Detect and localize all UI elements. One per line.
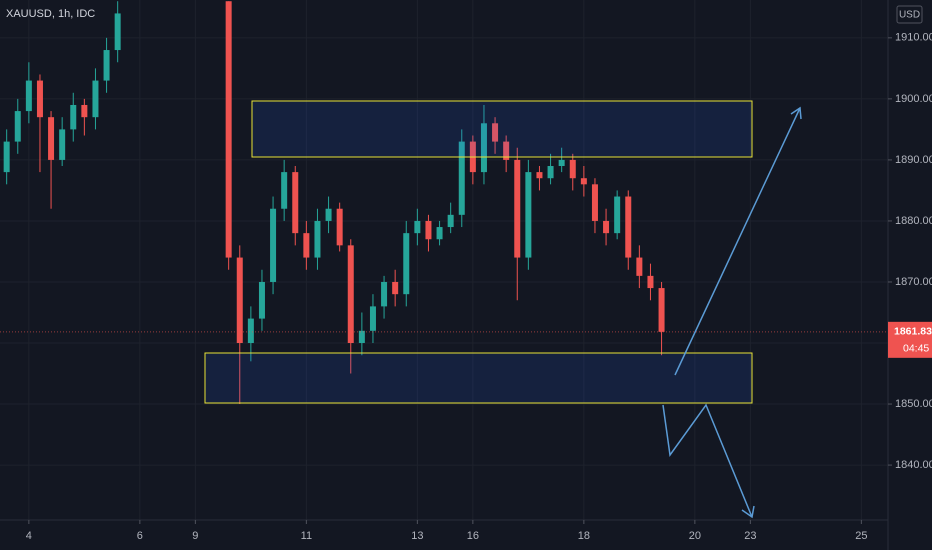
candle-body (414, 220, 421, 234)
candle-body (225, 1, 232, 258)
candle-body (281, 172, 288, 209)
candle-body (569, 159, 576, 179)
up-arrow (674, 107, 801, 376)
candle-body (625, 196, 632, 258)
candle-body (70, 104, 77, 130)
down-arrow (662, 403, 753, 518)
candle-body (59, 129, 66, 160)
candle-body (480, 123, 487, 173)
currency-box[interactable] (896, 5, 923, 24)
candle-body (580, 178, 587, 185)
candle-body (14, 111, 21, 142)
x-tick-label: 25 (855, 530, 867, 542)
candles (3, 1, 665, 405)
drawings (204, 100, 802, 519)
candle-body (647, 275, 654, 289)
candle-body (614, 196, 621, 234)
candle-body (658, 288, 665, 332)
candle-body (258, 281, 265, 319)
candle-body (492, 123, 499, 142)
resistance-zone (251, 100, 753, 158)
candle-body (3, 141, 10, 173)
y-tick-label: 1870.00 (895, 276, 932, 288)
candle-body (270, 208, 277, 282)
chart-title: XAUUSD, 1h, IDC (6, 8, 95, 20)
y-tick-label: 1910.00 (895, 32, 932, 44)
candle-body (447, 214, 454, 228)
y-tick-label: 1890.00 (895, 154, 932, 166)
x-tick-label: 6 (137, 530, 143, 542)
candle-body (292, 172, 299, 234)
candle-body (36, 80, 43, 118)
y-tick-label: 1900.00 (895, 93, 932, 105)
x-tick-label: 9 (192, 530, 198, 542)
candle-body (303, 233, 310, 258)
candle-body (514, 159, 521, 258)
candle-body (425, 220, 432, 240)
x-tick-label: 18 (578, 530, 590, 542)
candle-body (392, 281, 399, 295)
candle-body (403, 233, 410, 295)
candle-body (503, 141, 510, 160)
x-tick-label: 11 (301, 530, 312, 542)
candle-body (558, 159, 565, 167)
down-arrowhead (741, 505, 755, 519)
candle-body (247, 318, 254, 344)
countdown: 04:45 (903, 343, 929, 355)
candle-body (547, 166, 554, 179)
x-tick-label: 23 (744, 530, 756, 542)
x-tick-label: 4 (26, 530, 32, 542)
support-zone (204, 352, 753, 404)
candle-body (636, 257, 643, 276)
candle-body (48, 117, 55, 160)
y-tick-label: 1850.00 (895, 398, 932, 410)
candle-body (25, 80, 32, 112)
candle-body (381, 281, 388, 307)
candle-body (347, 245, 354, 344)
candle-body (325, 208, 332, 221)
candle-body (458, 141, 465, 215)
grid (0, 0, 888, 520)
candle-body (591, 184, 598, 221)
candle-body (336, 208, 343, 246)
candle-body (358, 330, 365, 344)
last-price-box (888, 321, 932, 358)
candle-body (114, 13, 121, 51)
candle-body (525, 172, 532, 258)
y-tick-label: 1880.00 (895, 215, 932, 227)
candle-body (81, 104, 88, 118)
candle-body (436, 227, 443, 240)
last-price-label: 1861.83 (894, 326, 932, 338)
candle-body (92, 80, 99, 118)
up-arrowhead (790, 106, 802, 120)
candle-body (603, 220, 610, 234)
candle-body (369, 306, 376, 331)
axes: 1840.001850.001860.001870.001880.001890.… (0, 32, 932, 542)
x-tick-label: 13 (411, 530, 423, 542)
currency[interactable]: USD (899, 10, 920, 21)
candle-body (103, 50, 110, 81)
candle-body (236, 257, 243, 344)
x-tick-label: 16 (467, 530, 479, 542)
arrows (662, 106, 802, 519)
candle-body (536, 172, 543, 179)
y-tick-label: 1840.00 (895, 459, 932, 471)
candle-body (314, 220, 321, 258)
x-tick-label: 20 (689, 530, 701, 542)
